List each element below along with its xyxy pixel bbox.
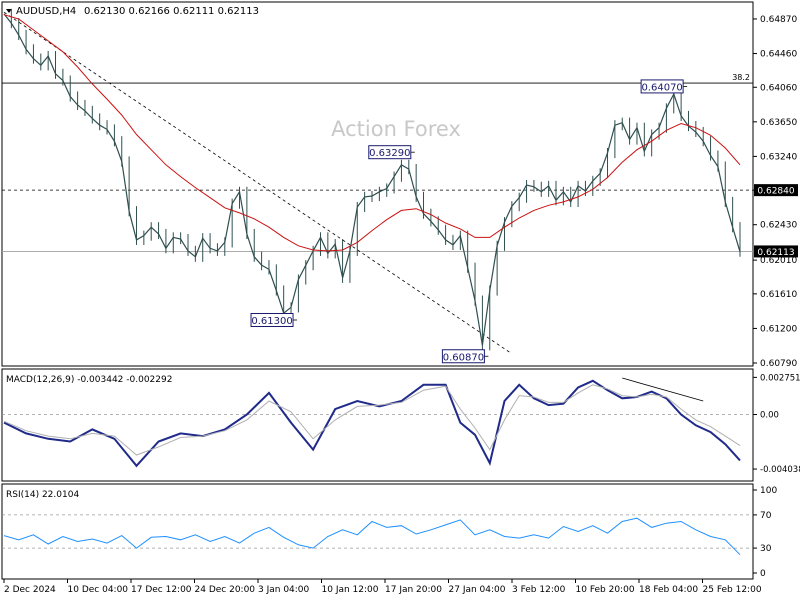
- rsi-title: RSI(14) 22.0104: [6, 490, 79, 500]
- rsi-y-tick-label: 70: [760, 511, 772, 521]
- price-marker-0.62840: 0.62840: [757, 187, 794, 197]
- macd-signal-line: [3, 384, 741, 456]
- price-annotation-box: [640, 79, 684, 94]
- price-annotation-0.63290: 0.63290: [369, 148, 410, 159]
- x-tick-label: 3 Feb 12:00: [512, 585, 566, 595]
- rsi-line: [3, 517, 741, 556]
- price-y-tick-label: 0.63240: [760, 152, 797, 162]
- rsi-y-tick-label: 100: [760, 486, 777, 496]
- macd-y-tick-label: 0.002751: [760, 373, 800, 383]
- price-y-tick-label: 0.61200: [760, 324, 797, 334]
- rsi-panel[interactable]: [1, 483, 754, 580]
- rsi-y-tick-label: 0: [760, 569, 766, 579]
- price-panel[interactable]: [1, 1, 754, 367]
- watermark: Action Forex: [331, 117, 461, 141]
- price-y-tick-label: 0.64060: [760, 83, 797, 93]
- price-marker-0.62113: 0.62113: [757, 248, 794, 258]
- x-tick-label: 10 Jan 12:00: [322, 585, 379, 595]
- x-tick-label: 3 Jan 04:00: [258, 585, 310, 595]
- macd-layer: 0.002751 0.00 -0.004038: [2, 373, 800, 475]
- x-tick-label: 17 Jan 20:00: [385, 585, 442, 595]
- macd-panel[interactable]: [1, 368, 754, 482]
- price-annotation-0.61300: 0.61300: [251, 316, 292, 327]
- price-y-tick-label: 0.61610: [760, 290, 797, 300]
- x-tick-label: 10 Feb 20:00: [576, 585, 635, 595]
- rsi-y-tick-label: 30: [760, 544, 772, 554]
- price-y-tick-label: 0.60790: [760, 359, 797, 369]
- fib-level-label: 38.2: [732, 73, 750, 82]
- x-tick-label: 24 Dec 20:00: [195, 585, 256, 595]
- price-annotation-box: [250, 312, 294, 327]
- moving-average-line: [3, 14, 741, 252]
- price-annotation-box: [368, 145, 412, 160]
- macd-title: MACD(12,26,9) -0.003442 -0.002292: [6, 375, 172, 385]
- ohlc-label: 0.62130 0.62166 0.62111 0.62113: [84, 6, 259, 17]
- price-layer: 0.64070 0.63290 0.61300 0.60870 38.2 0.64870 0…: [2, 8, 798, 369]
- x-tick-label: 17 Dec 12:00: [131, 585, 192, 595]
- rsi-layer: 100 70 30 0: [2, 486, 777, 579]
- price-y-tick-label: 0.63650: [760, 118, 797, 128]
- price-annotation-0.60870: 0.60870: [443, 352, 484, 363]
- macd-trendline: [622, 377, 704, 402]
- x-tick-label: 2 Dec 2024: [4, 585, 56, 595]
- x-tick-label: 27 Jan 04:00: [449, 585, 506, 595]
- price-y-tick-label: 0.64870: [760, 15, 797, 25]
- price-marker-box: [754, 184, 798, 197]
- x-tick-label: 25 Feb 12:00: [703, 585, 762, 595]
- price-annotation-0.64070: 0.64070: [641, 82, 682, 93]
- price-y-tick-label: 0.64460: [760, 50, 797, 60]
- macd-y-tick-label: 0.00: [760, 411, 779, 421]
- price-marker-box: [754, 245, 798, 258]
- axis-layer: 2 Dec 2024 10 Dec 04:00 17 Dec 12:00 24 Dec…: [3, 579, 762, 595]
- price-y-tick-label: 0.62010: [760, 256, 797, 266]
- symbol-label: AUDUSD,H4: [16, 6, 76, 17]
- x-tick-label: 10 Dec 04:00: [68, 585, 129, 595]
- dropdown-arrow-icon[interactable]: [6, 9, 12, 13]
- x-tick-label: 18 Feb 04:00: [639, 585, 698, 595]
- price-annotation-box: [441, 349, 485, 364]
- macd-y-tick-label: -0.004038: [760, 465, 800, 475]
- price-y-tick-label: 0.62430: [760, 221, 797, 231]
